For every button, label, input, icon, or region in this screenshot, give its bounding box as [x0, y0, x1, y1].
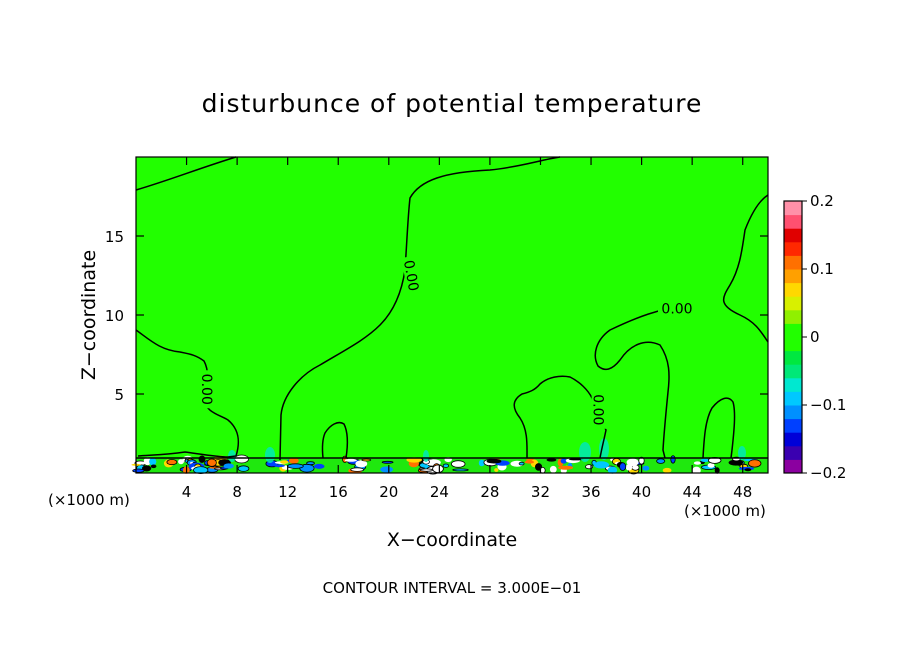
colorbar-segment — [784, 282, 802, 297]
x-tick-label: 4 — [182, 483, 192, 501]
svg-text:0.00: 0.00 — [198, 374, 214, 405]
contour-small-left — [321, 421, 349, 459]
colorbar-segment — [784, 309, 802, 324]
boundary-layer-band — [131, 454, 768, 475]
colorbar-segment — [784, 296, 802, 311]
x-axis: 4 8 12 16 20 24 28 32 36 40 44 48 — [182, 157, 752, 501]
contour-label: 0.00 — [198, 370, 216, 409]
x-tick-label: 48 — [733, 483, 752, 501]
contour-right-upper — [723, 194, 769, 343]
x-tick-label: 16 — [329, 483, 348, 501]
colorbar-segment — [784, 255, 802, 270]
y-tick-label: 5 — [114, 386, 124, 404]
colorbar-segment — [784, 241, 802, 256]
colorbar-segment — [784, 432, 802, 447]
x-tick-label: 28 — [480, 483, 499, 501]
colorbar-segment — [784, 350, 802, 365]
footer-contour-interval: CONTOUR INTERVAL = 3.000E−01 — [323, 579, 582, 597]
x-axis-label: X−coordinate — [387, 529, 517, 551]
x-unit-left: (×1000 m) — [48, 491, 130, 509]
svg-text:0.00: 0.00 — [400, 259, 421, 292]
contour-label: 0.00 — [590, 390, 608, 429]
x-tick-label: 12 — [278, 483, 297, 501]
contour-labels: 0.00 0.00 0.00 0.00 — [198, 255, 696, 429]
contour-right-lobe — [594, 304, 691, 459]
colorbar-segment — [784, 364, 802, 379]
colorbar-tick-label: 0.2 — [810, 192, 834, 210]
contour-right-small — [702, 397, 736, 459]
x-tick-label: 8 — [232, 483, 242, 501]
cyan-plumes — [228, 438, 746, 463]
x-tick-label: 32 — [531, 483, 550, 501]
colorbar-segment — [784, 391, 802, 406]
colorbar-tick-label: −0.2 — [810, 464, 846, 482]
y-axis-label: Z−coordinate — [78, 250, 100, 380]
colorbar-tick-label: 0.1 — [810, 260, 834, 278]
svg-text:0.00: 0.00 — [590, 394, 606, 425]
x-tick-label: 24 — [430, 483, 449, 501]
y-tick-label: 10 — [105, 307, 124, 325]
colorbar-segment — [784, 459, 802, 474]
y-tick-label: 15 — [105, 228, 124, 246]
plot-area: 0.00 0.00 0.00 0.00 — [131, 156, 769, 475]
colorbar-segment — [784, 214, 802, 229]
colorbar-tick-label: 0 — [810, 328, 820, 346]
svg-text:0.00: 0.00 — [661, 302, 692, 318]
x-tick-label: 40 — [632, 483, 651, 501]
colorbar-segment — [784, 269, 802, 284]
colorbar-segment — [784, 228, 802, 243]
colorbar-tick-label: −0.1 — [810, 396, 846, 414]
colorbar-segment — [784, 418, 802, 433]
x-unit-right: (×1000 m) — [684, 502, 766, 520]
colorbar-segment — [784, 405, 802, 420]
y-axis: 5 10 15 — [105, 228, 768, 404]
colorbar-segment — [784, 201, 802, 216]
x-tick-label: 44 — [683, 483, 702, 501]
contour-left-lobe — [135, 329, 240, 458]
x-tick-label: 36 — [581, 483, 600, 501]
contour-label: 0.00 — [400, 255, 424, 296]
colorbar-segment — [784, 337, 802, 352]
contour-top-left — [135, 156, 237, 191]
x-tick-label: 20 — [379, 483, 398, 501]
contour-label: 0.00 — [657, 299, 696, 318]
colorbar-segment — [784, 323, 802, 338]
colorbar-segment — [784, 377, 802, 392]
chart-title: disturbunce of potential temperature — [202, 89, 703, 118]
colorbar-segment — [784, 445, 802, 460]
colorbar: 0.2 0.1 0 −0.1 −0.2 — [783, 192, 846, 482]
